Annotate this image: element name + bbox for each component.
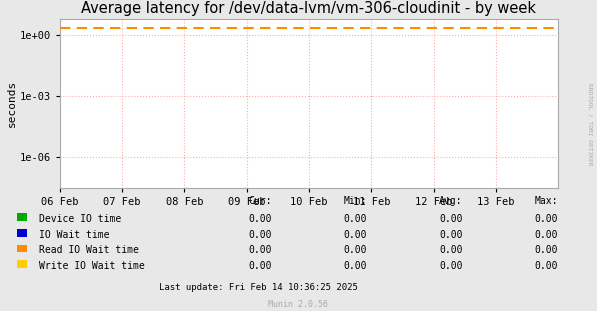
Text: 0.00: 0.00 — [535, 261, 558, 271]
Text: RRDTOOL / TOBI OETIKER: RRDTOOL / TOBI OETIKER — [588, 83, 593, 166]
Text: 0.00: 0.00 — [535, 230, 558, 240]
Text: Device IO time: Device IO time — [39, 214, 121, 224]
Y-axis label: seconds: seconds — [7, 80, 17, 127]
Text: 0.00: 0.00 — [248, 214, 272, 224]
Text: 0.00: 0.00 — [344, 230, 367, 240]
Text: 0.00: 0.00 — [535, 245, 558, 255]
Text: 0.00: 0.00 — [248, 245, 272, 255]
Text: 0.00: 0.00 — [344, 261, 367, 271]
Text: 0.00: 0.00 — [344, 214, 367, 224]
Title: Average latency for /dev/data-lvm/vm-306-cloudinit - by week: Average latency for /dev/data-lvm/vm-306… — [81, 1, 537, 16]
Text: 0.00: 0.00 — [439, 245, 463, 255]
Text: Min:: Min: — [344, 196, 367, 206]
Text: Munin 2.0.56: Munin 2.0.56 — [269, 300, 328, 309]
Text: Avg:: Avg: — [439, 196, 463, 206]
Text: Max:: Max: — [535, 196, 558, 206]
Text: 0.00: 0.00 — [439, 261, 463, 271]
Text: 0.00: 0.00 — [439, 214, 463, 224]
Text: Cur:: Cur: — [248, 196, 272, 206]
Text: 0.00: 0.00 — [344, 245, 367, 255]
Text: Read IO Wait time: Read IO Wait time — [39, 245, 139, 255]
Text: 0.00: 0.00 — [439, 230, 463, 240]
Text: IO Wait time: IO Wait time — [39, 230, 109, 240]
Text: Last update: Fri Feb 14 10:36:25 2025: Last update: Fri Feb 14 10:36:25 2025 — [159, 283, 358, 292]
Text: Write IO Wait time: Write IO Wait time — [39, 261, 144, 271]
Text: 0.00: 0.00 — [248, 230, 272, 240]
Text: 0.00: 0.00 — [535, 214, 558, 224]
Text: 0.00: 0.00 — [248, 261, 272, 271]
